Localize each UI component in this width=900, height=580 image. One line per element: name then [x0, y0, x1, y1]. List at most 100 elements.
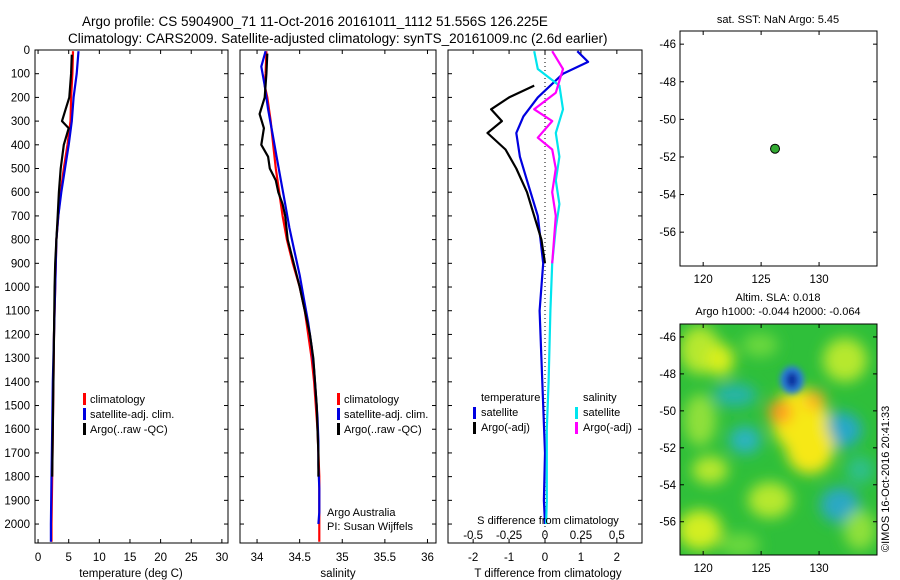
x-tick-label: 10 — [93, 552, 106, 564]
x-tick-label: 0 — [542, 552, 548, 564]
lon-tick-label: 130 — [809, 274, 828, 286]
series-line-climatology — [263, 51, 321, 542]
sla-lon-ticks: 120 125 130 — [694, 324, 829, 575]
lat-tick-label: -50 — [659, 114, 676, 126]
depth-tick-label: 100 — [11, 69, 30, 81]
series-line-argo-raw-qc — [51, 54, 73, 477]
imos-watermark: ©IMOS 16-Oct-2016 20:41:33 — [880, 406, 892, 552]
legend-swatch-satellite — [83, 408, 86, 420]
lat-tick-label: -50 — [659, 406, 676, 418]
legend-swatch-t-argo — [473, 422, 476, 434]
legend-label-climatology: climatology — [90, 394, 146, 406]
depth-tick-label: 700 — [11, 211, 30, 223]
depth-tick-label: 1500 — [4, 401, 30, 413]
salinity-legend: climatology satellite-adj. clim. Argo(..… — [337, 393, 428, 436]
x-tick-label: 0 — [35, 552, 41, 564]
x-tick-label: -1 — [504, 552, 514, 564]
legend-label-satellite: satellite-adj. clim. — [344, 409, 428, 421]
depth-tick-label: 1700 — [4, 448, 30, 460]
lon-tick-label: 120 — [694, 274, 713, 286]
depth-tick-label: 200 — [11, 92, 30, 104]
x-tick-label: 34 — [251, 552, 264, 564]
depth-tick-label: 800 — [11, 235, 30, 247]
lat-tick-label: -46 — [659, 332, 676, 344]
legend-label-s-satellite: satellite — [583, 407, 620, 419]
s-tick-label: 0.5 — [609, 530, 625, 542]
s-tick-label: 0.25 — [570, 530, 592, 542]
series-line-argo-raw-qc — [258, 53, 320, 477]
lat-tick-label: -52 — [659, 152, 676, 164]
sla-field — [680, 326, 876, 555]
x-tick-label: 35 — [336, 552, 349, 564]
legend-swatch-argo — [337, 423, 340, 435]
lat-tick-label: -46 — [659, 39, 676, 51]
salinity-axes-frame — [239, 49, 437, 544]
series-line-t-satellite — [515, 50, 590, 525]
x-tick-label: 20 — [154, 552, 167, 564]
legend-swatch-climatology — [337, 393, 340, 405]
title-line-2: Climatology: CARS2009. Satellite-adjuste… — [68, 31, 608, 46]
x-tick-label: 2 — [614, 552, 620, 564]
series-line-t-argo-adj — [486, 84, 547, 264]
depth-tick-label: 1400 — [4, 377, 30, 389]
depth-tick-label: 1800 — [4, 472, 30, 484]
depth-tick-label: 300 — [11, 116, 30, 128]
legend-label-s-argo: Argo(-adj) — [583, 422, 632, 434]
s-tick-label: -0.5 — [463, 530, 483, 542]
temperature-xlabel: temperature (deg C) — [79, 568, 183, 580]
x-tick-label: 1 — [578, 552, 584, 564]
sst-map-title: sat. SST: NaN Argo: 5.45 — [717, 14, 839, 26]
legend-swatch-s-argo — [575, 422, 578, 434]
legend-label-argo: Argo(..raw -QC) — [344, 424, 422, 436]
difference-depth-ticks — [448, 49, 642, 525]
x-tick-label: 25 — [185, 552, 198, 564]
depth-tick-label: 1900 — [4, 495, 30, 507]
depth-tick-label: 2000 — [4, 519, 30, 531]
t-difference-label: T difference from climatology — [474, 568, 621, 580]
lat-tick-label: -48 — [659, 77, 676, 89]
depth-tick-label: 1100 — [5, 306, 30, 318]
depth-tick-label: 1000 — [4, 282, 30, 294]
difference-series — [486, 50, 590, 525]
sla-eddy — [780, 366, 804, 394]
series-line-satellite-adj-clim — [260, 50, 321, 525]
depth-tick-label: 1300 — [4, 353, 30, 365]
difference-panel: -2 -1 0 1 2 -0.5 -0.25 0 0.25 0.5 S difference f… — [447, 49, 643, 580]
x-tick-label: 5 — [65, 552, 71, 564]
salinity-panel: 34 34.5 35 35.5 36 salinity climatology sate… — [239, 49, 437, 580]
depth-tick-label: 1600 — [4, 424, 30, 436]
depth-tick-label: 900 — [11, 258, 30, 270]
depth-ticks: 0 100 200 300 400 500 600 700 800 900 1000 1100 1200… — [4, 45, 228, 531]
lon-tick-label: 120 — [694, 563, 713, 575]
s-difference-ticks: -0.5 -0.25 0 0.25 0.5 — [463, 530, 625, 542]
lat-tick-label: -52 — [659, 443, 676, 455]
legend-swatch-s-satellite — [575, 407, 578, 419]
series-line-s-satellite — [533, 50, 565, 525]
depth-tick-label: 400 — [11, 140, 30, 152]
lat-tick-label: -54 — [659, 190, 676, 202]
legend-label-climatology: climatology — [344, 394, 400, 406]
sst-map-panel: sat. SST: NaN Argo: 5.45 -46 -48 -50 -52 -54… — [659, 14, 878, 286]
depth-tick-label: 600 — [11, 187, 30, 199]
depth-tick-label: 1200 — [4, 329, 30, 341]
lon-tick-label: 125 — [752, 274, 771, 286]
legend-label-t-satellite: satellite — [481, 407, 518, 419]
sst-lat-ticks: -46 -48 -50 -52 -54 -56 — [659, 39, 877, 239]
lat-tick-label: -56 — [659, 227, 676, 239]
salinity-depth-ticks — [240, 49, 436, 525]
depth-tick-label: 0 — [24, 45, 30, 57]
salinity-xlabel: salinity — [320, 568, 355, 580]
sla-lat-ticks: -46 -48 -50 -52 -54 -56 — [659, 332, 877, 529]
salinity-series — [258, 50, 321, 542]
salinity-ticks: 34 34.5 35 35.5 36 — [251, 50, 434, 564]
legend-label-argo: Argo(..raw -QC) — [90, 424, 168, 436]
x-tick-label: -2 — [468, 552, 478, 564]
temperature-panel: 0100200300400500600700800900100011001200… — [4, 45, 229, 580]
depth-tick-label: 500 — [11, 164, 30, 176]
temperature-ticks: 0 5 10 15 20 25 30 — [35, 50, 228, 564]
sla-title-line-1: Altim. SLA: 0.018 — [736, 292, 821, 304]
annotation-line-2: PI: Susan Wijffels — [327, 521, 413, 533]
x-tick-label: 30 — [215, 552, 228, 564]
legend-header-salinity: salinity — [583, 392, 617, 404]
